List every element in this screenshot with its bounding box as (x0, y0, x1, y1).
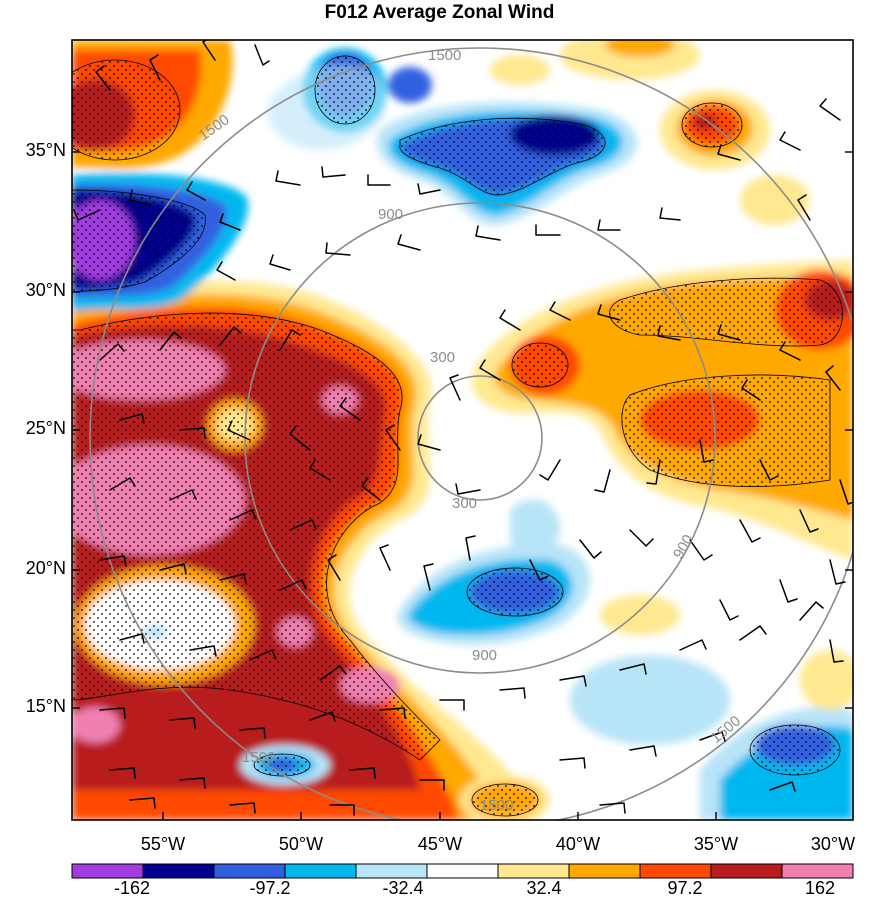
longitude-label-35w: 35°W (693, 834, 739, 854)
map-title: F012 Average Zonal Wind (324, 2, 555, 23)
colorbar-swatch (497, 863, 570, 879)
colorbar-swatch (284, 863, 357, 879)
colorbar-label-32: 32.4 (526, 878, 562, 898)
colorbar-swatch (213, 863, 286, 879)
colorbar (71, 863, 854, 879)
colorbar-label-neg32: -32.4 (382, 878, 424, 898)
wind-barbs (73, 40, 853, 816)
longitude-label-55w: 55°W (140, 834, 186, 854)
colorbar-swatch (71, 863, 144, 879)
ring-label-300-north: 300 (430, 349, 455, 366)
ring-label-1500-sw: 1500 (242, 749, 275, 766)
latitude-label-15n: 15°N (25, 696, 66, 716)
latitude-label-25n: 25°N (25, 418, 66, 438)
latitude-label-30n: 30°N (25, 280, 66, 300)
longitude-label-45w: 45°W (417, 834, 463, 854)
colorbar-swatch (426, 863, 499, 879)
ring-label-900-south: 900 (472, 647, 497, 664)
latitude-label-35n: 35°N (25, 140, 66, 160)
map-plot-area: 300 300 900 900 900 1500 1500 1500 1500 … (72, 40, 853, 820)
longitude-label-30w: 30°W (810, 834, 856, 854)
longitude-label-50w: 50°W (278, 834, 324, 854)
colorbar-swatch (355, 863, 428, 879)
colorbar-swatch (639, 863, 712, 879)
ring-label-1500-north: 1500 (428, 47, 461, 64)
colorbar-swatch (781, 863, 854, 879)
colorbar-label-162: 162 (804, 878, 836, 898)
longitude-label-40w: 40°W (555, 834, 601, 854)
ring-label-900-north: 900 (378, 206, 403, 223)
longitude-ticks (162, 812, 717, 820)
colorbar-swatch (142, 863, 215, 879)
ring-label-300: 300 (452, 495, 477, 512)
colorbar-label-neg97: -97.2 (249, 878, 291, 898)
colorbar-label-97: 97.2 (667, 878, 703, 898)
latitude-ticks (72, 151, 853, 709)
colorbar-label-neg162: -162 (113, 878, 151, 898)
significance-stipple (72, 55, 843, 817)
colorbar-swatch (710, 863, 783, 879)
ring-label-1500-south: 1500 (480, 797, 513, 814)
latitude-label-20n: 20°N (25, 558, 66, 578)
colorbar-swatch (568, 863, 641, 879)
